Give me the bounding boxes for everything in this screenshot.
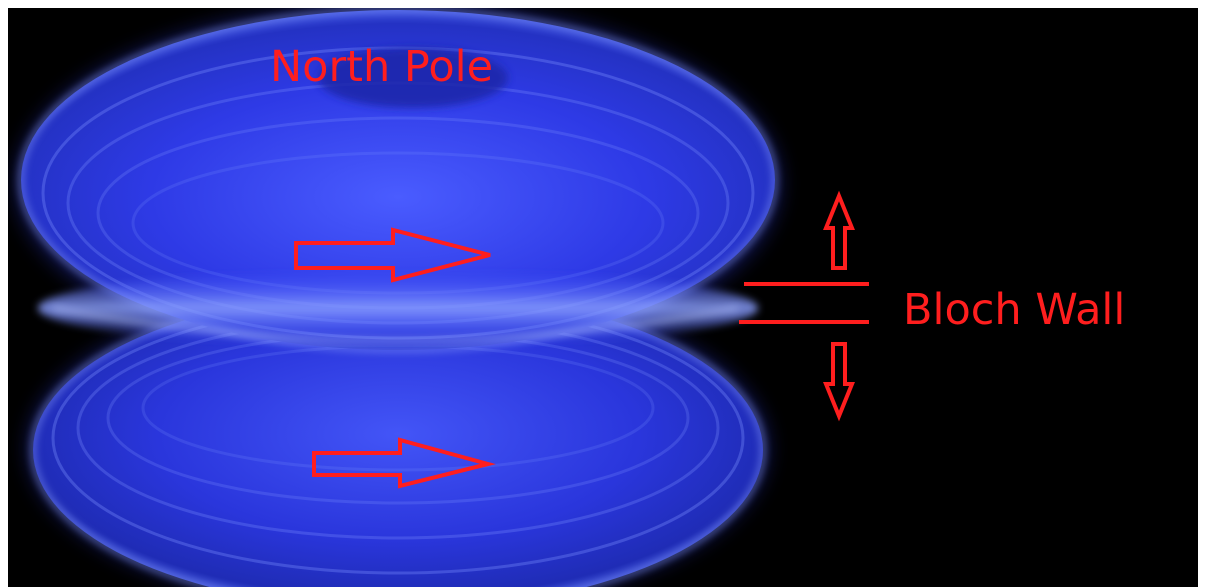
right-arrow-icon bbox=[294, 227, 491, 283]
magnetic-field-shape bbox=[16, 8, 780, 587]
right-arrow-icon bbox=[312, 437, 496, 489]
up-arrow-icon bbox=[823, 190, 855, 270]
down-arrow-icon bbox=[823, 342, 855, 422]
annotations: North Pole Bloch Wall bbox=[270, 42, 1125, 489]
north-pole-label: North Pole bbox=[270, 42, 493, 92]
bloch-wall-diagram: North Pole Bloch Wall bbox=[8, 8, 1198, 587]
bloch-wall-label: Bloch Wall bbox=[903, 285, 1125, 335]
diagram-canvas: North Pole Bloch Wall bbox=[16, 8, 1125, 587]
upper-field-lobe bbox=[19, 8, 777, 352]
